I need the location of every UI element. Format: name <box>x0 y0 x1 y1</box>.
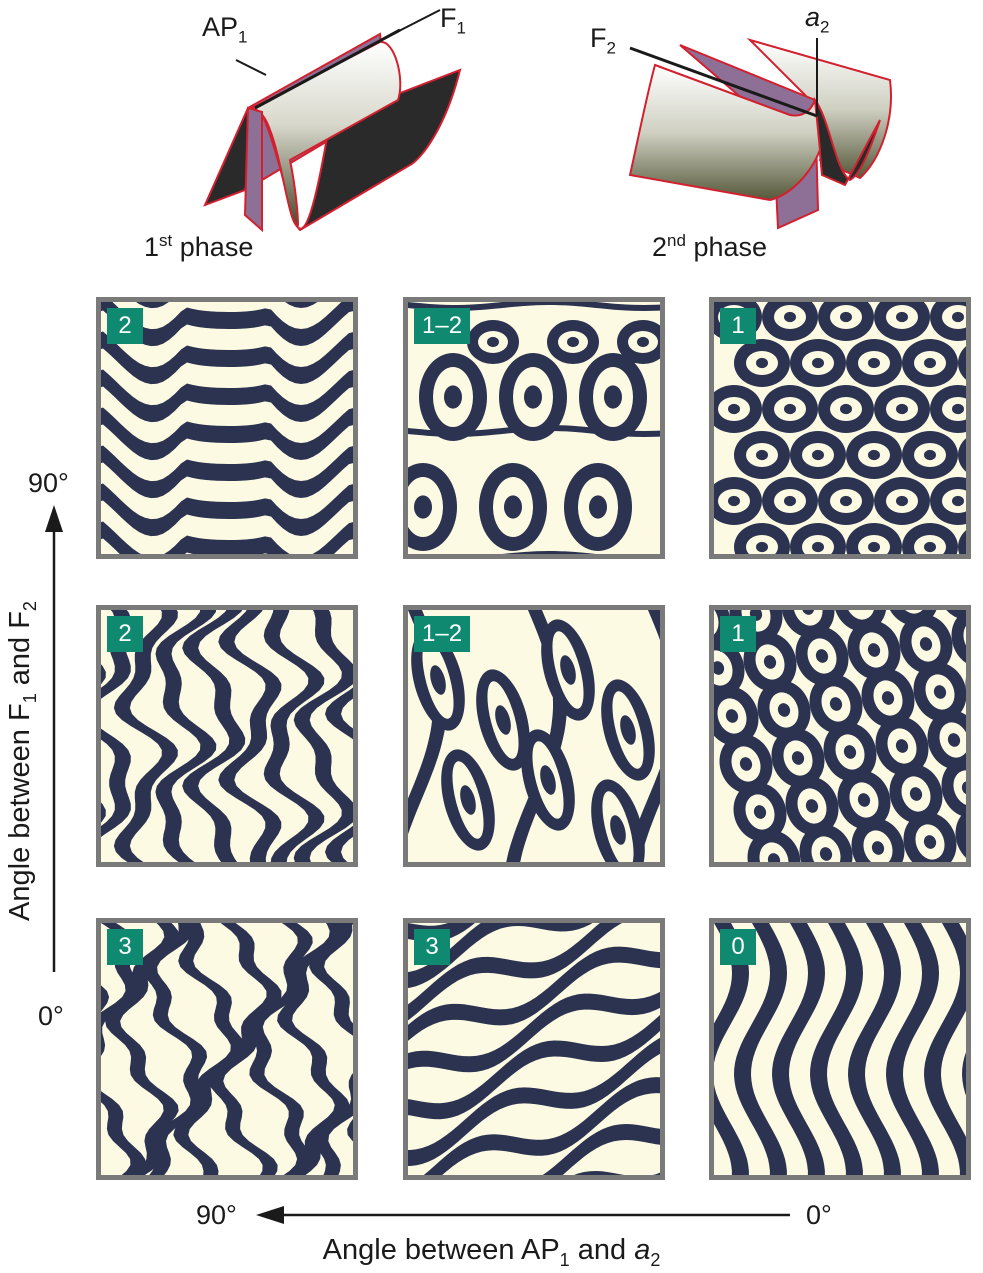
first-phase-fold <box>203 9 462 233</box>
interference-type-badge: 2 <box>107 308 143 344</box>
pattern-refolded-waves <box>101 923 353 1175</box>
pattern-bands-with-eyes <box>408 302 660 554</box>
panel-row2-col1: 2 <box>96 605 358 867</box>
pattern-dome-and-basin <box>714 302 966 554</box>
panel-row2-col2: 1–2 <box>403 605 665 867</box>
interference-type-badge: 3 <box>414 929 450 965</box>
second-phase-fold <box>628 37 892 230</box>
panel-row3-col2: 3 <box>403 918 665 1180</box>
f2-label: F2 <box>590 23 616 58</box>
fold-sketches <box>203 9 892 233</box>
interference-type-badge: 1–2 <box>414 616 471 652</box>
vertical-arrow <box>45 505 63 972</box>
panel-row1-col3: 1 <box>709 297 971 559</box>
a2-label: a2 <box>805 2 830 37</box>
panel-row3-col1: 3 <box>96 918 358 1180</box>
pattern-parallel-waves <box>714 923 966 1175</box>
x-axis-label: Angle between AP1 and a2 <box>322 1234 661 1270</box>
second-phase-label: 2nd phase <box>652 231 768 262</box>
x-tick-right: 0° <box>806 1200 832 1230</box>
y-tick-top: 90° <box>28 468 69 498</box>
y-axis-label: Angle between F1 and F2 <box>4 601 40 921</box>
pattern-chevron-waves <box>101 302 353 554</box>
ap1-label: AP1 <box>202 12 248 47</box>
panel-row2-col3: 1 <box>709 605 971 867</box>
panel-row1-col2: 1–2 <box>403 297 665 559</box>
pattern-elongated-eyes <box>408 610 660 862</box>
interference-type-badge: 1–2 <box>414 308 471 344</box>
pattern-distorted-waves <box>101 610 353 862</box>
panel-row3-col3: 0 <box>709 918 971 1180</box>
first-phase-label: 1st phase <box>144 231 254 262</box>
horizontal-arrow <box>256 1206 790 1224</box>
pattern-tilted-dome-and-basin <box>714 610 966 862</box>
panel-row1-col1: 2 <box>96 297 358 559</box>
interference-type-badge: 1 <box>720 616 756 652</box>
f1-label: F1 <box>440 3 466 38</box>
interference-type-badge: 1 <box>720 308 756 344</box>
interference-type-badge: 3 <box>107 929 143 965</box>
y-tick-bottom: 0° <box>38 1001 64 1031</box>
interference-type-badge: 0 <box>720 929 756 965</box>
interference-type-badge: 2 <box>107 616 143 652</box>
x-tick-left: 90° <box>196 1200 237 1230</box>
